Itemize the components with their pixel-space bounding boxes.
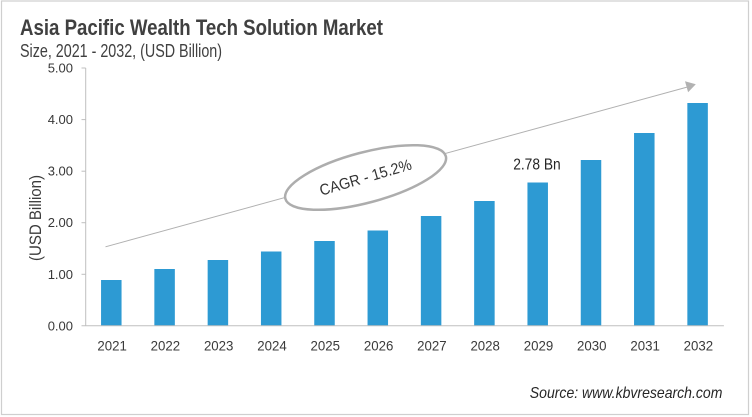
svg-text:2029: 2029 bbox=[524, 338, 554, 354]
svg-text:2031: 2031 bbox=[630, 338, 660, 354]
svg-text:2027: 2027 bbox=[417, 338, 447, 354]
svg-text:3.00: 3.00 bbox=[48, 164, 73, 179]
svg-text:2030: 2030 bbox=[577, 338, 607, 354]
svg-text:2028: 2028 bbox=[470, 338, 500, 354]
svg-text:2024: 2024 bbox=[257, 338, 287, 354]
svg-text:2032: 2032 bbox=[684, 338, 714, 354]
svg-text:Size, 2021 - 2032, (USD Billio: Size, 2021 - 2032, (USD Billion) bbox=[20, 41, 222, 61]
svg-text:5.00: 5.00 bbox=[48, 61, 73, 76]
svg-text:2026: 2026 bbox=[364, 338, 394, 354]
svg-text:2021: 2021 bbox=[97, 338, 127, 354]
svg-text:Source: www.kbvresearch.com: Source: www.kbvresearch.com bbox=[530, 385, 723, 402]
svg-text:4.00: 4.00 bbox=[48, 112, 73, 127]
svg-text:(USD Billion): (USD Billion) bbox=[26, 175, 45, 261]
svg-text:0.00: 0.00 bbox=[48, 318, 73, 333]
svg-text:2.78 Bn: 2.78 Bn bbox=[513, 157, 561, 174]
svg-text:1.00: 1.00 bbox=[48, 267, 73, 282]
svg-text:2.00: 2.00 bbox=[48, 215, 73, 230]
svg-text:2022: 2022 bbox=[151, 338, 181, 354]
svg-text:2025: 2025 bbox=[311, 338, 341, 354]
svg-text:2023: 2023 bbox=[204, 338, 234, 354]
svg-text:Asia Pacific Wealth Tech Solut: Asia Pacific Wealth Tech Solution Market bbox=[20, 15, 384, 40]
